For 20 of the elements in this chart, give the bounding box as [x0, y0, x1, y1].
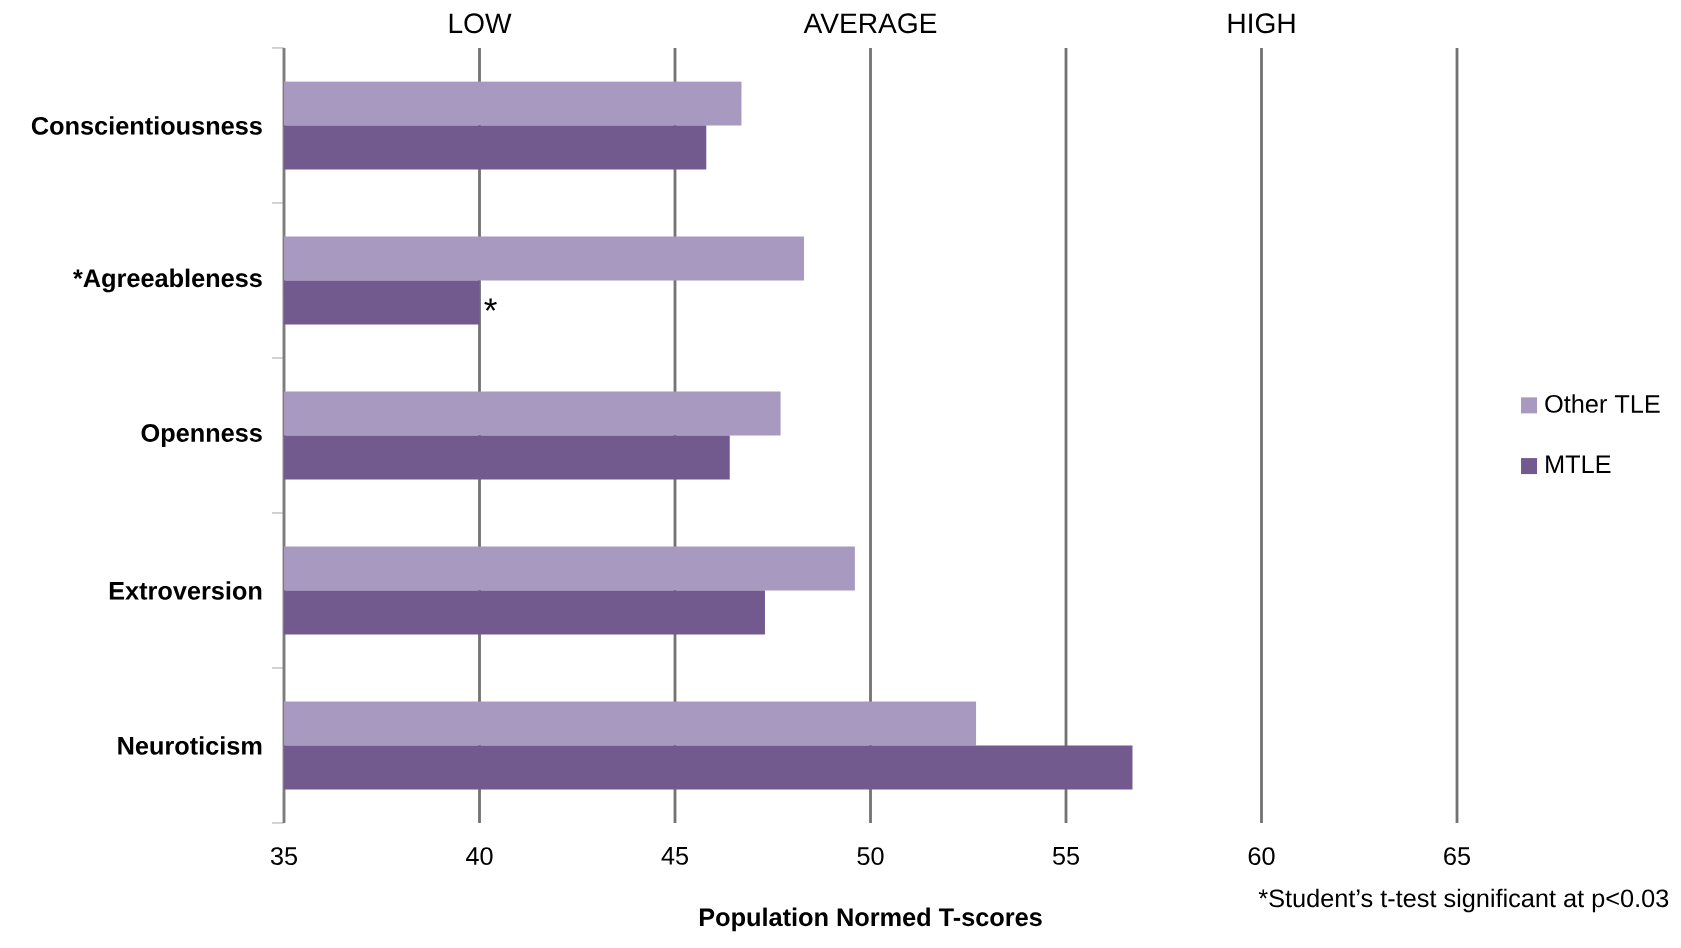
x-tick-label: 50 — [857, 847, 884, 866]
text: HIGH — [1228, 13, 1295, 34]
text: LOW — [449, 13, 512, 34]
x-axis-title: Population Normed T-scores — [699, 907, 1042, 932]
x-tick-label: 35 — [270, 847, 298, 866]
legend-label: MTLE — [1546, 455, 1611, 473]
y-tick-label: Neuroticism — [118, 736, 262, 755]
text: AVERAGE — [803, 13, 937, 34]
x-tick-label: 65 — [1444, 847, 1471, 866]
x-tick-label: 40 — [466, 847, 493, 866]
y-tick-label: Conscientiousness — [31, 116, 262, 135]
x-tick-label: 55 — [1052, 847, 1080, 865]
y-tick-label: Openness — [141, 424, 262, 447]
x-tick-label: 60 — [1248, 847, 1275, 866]
text: *Student’s t-test significant at p<0.03 — [1258, 888, 1669, 913]
x-tick-label: 45 — [661, 847, 689, 865]
annotation: * — [484, 298, 497, 311]
y-tick-label: Extroversion — [109, 581, 262, 600]
legend-label: Other TLE — [1545, 394, 1660, 413]
y-tick-label: *Agreeableness — [73, 268, 262, 293]
